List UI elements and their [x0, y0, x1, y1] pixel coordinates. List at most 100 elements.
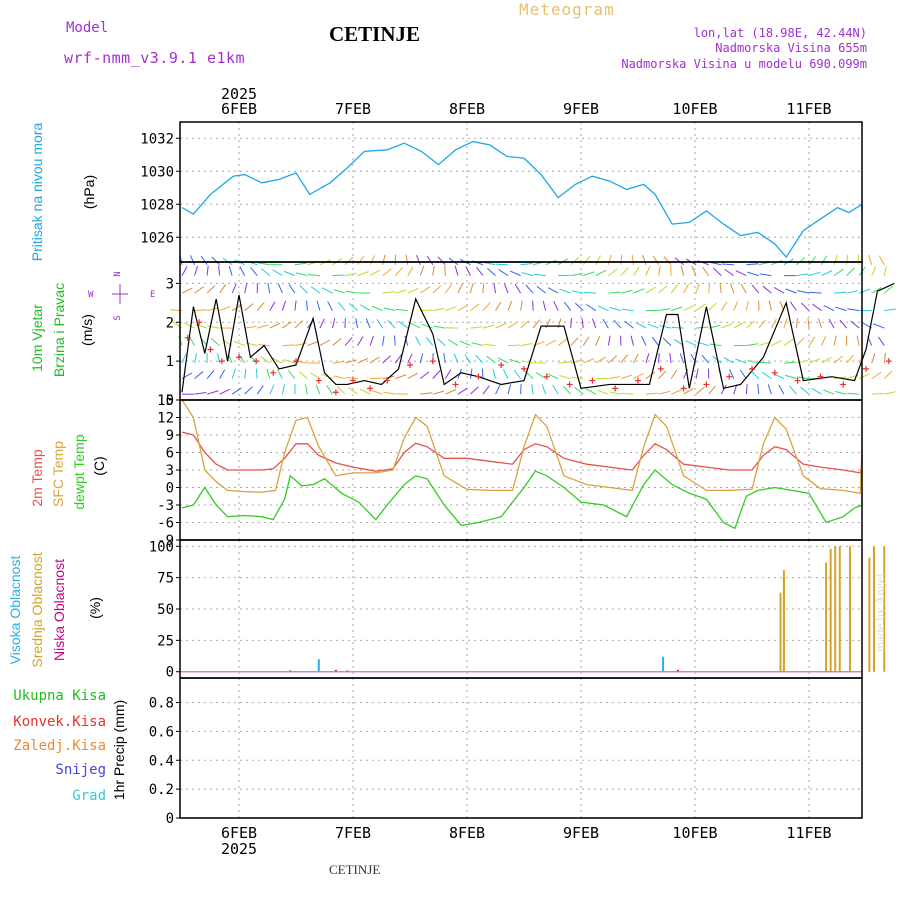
wind-barb: [344, 359, 357, 364]
wind-barb: [371, 305, 383, 312]
wind-barb: [658, 285, 668, 294]
wind-barb: [597, 305, 609, 312]
wind-barb: [574, 386, 584, 395]
wind-barb: [759, 273, 772, 277]
wind-barb: [708, 283, 711, 294]
wind-barb: [613, 319, 622, 329]
wind-barb: [773, 286, 785, 294]
wind-barb: [459, 340, 471, 347]
wind-barb: [444, 284, 453, 294]
wind-barb: [695, 283, 700, 294]
wind-barb: [332, 361, 345, 364]
wind-barb: [739, 369, 747, 379]
wind-barb: [525, 284, 534, 294]
wind-barb: [633, 266, 640, 276]
wind-barb: [533, 273, 546, 277]
panel-wind: [170, 254, 897, 396]
wind-barb: [421, 323, 433, 329]
wind-barb: [183, 322, 195, 329]
wind-barb: [783, 361, 796, 364]
precip-legend-item: Konvek.Kisa: [13, 714, 106, 730]
wind-barb: [713, 267, 722, 276]
wind-barb: [871, 392, 884, 395]
wind-barb: [645, 371, 656, 380]
wind-barb: [847, 308, 860, 312]
wind-barb: [635, 322, 647, 329]
wind-barb: [671, 326, 684, 329]
wind-barb: [294, 320, 304, 329]
wind-barb: [670, 284, 679, 294]
wind-barb: [807, 318, 810, 329]
wind-barb: [608, 291, 621, 294]
wind-barb: [533, 362, 546, 364]
wind-barb: [535, 372, 546, 380]
wind-barb: [846, 267, 855, 276]
wind-barb: [395, 289, 407, 294]
wind-barb: [607, 254, 612, 265]
wind-gust-marker: [350, 377, 356, 384]
wind-barb: [520, 342, 533, 347]
meteogram-label: Meteogram: [519, 0, 615, 19]
wind-barb: [771, 340, 782, 347]
wind-barb: [355, 318, 359, 329]
wind-barb: [520, 262, 533, 266]
wind-barb: [571, 376, 584, 380]
panel-temperature: [181, 399, 863, 530]
wind-barb: [647, 323, 659, 329]
wind-barb: [557, 338, 568, 346]
wind-barb: [858, 288, 871, 294]
wind-barb: [695, 368, 699, 379]
wind-barb: [492, 368, 496, 379]
wind-barb: [812, 303, 822, 312]
wind-barb: [255, 368, 258, 379]
wind-barb: [321, 287, 333, 294]
wind-barb: [365, 318, 371, 329]
wind-gust-marker: [680, 385, 687, 392]
wind-barb: [720, 301, 728, 311]
wind-barb: [659, 325, 672, 329]
wind-barb: [469, 368, 473, 379]
wind-barb: [482, 283, 484, 294]
compass-n: N: [113, 271, 123, 276]
wind-barb: [520, 384, 522, 395]
ytick-label: 1028: [140, 197, 174, 213]
wind-barb: [559, 288, 571, 294]
wind-barb: [796, 257, 806, 266]
wind-barb: [871, 266, 877, 276]
wind-barb: [559, 375, 571, 380]
wind-barb: [269, 322, 281, 329]
wind-barb: [785, 288, 797, 294]
wind-barb: [316, 300, 321, 311]
wind-barb: [873, 323, 885, 329]
panel-frame-pressure: [179, 121, 863, 263]
wind-barb: [443, 353, 446, 364]
wind-barb: [758, 341, 771, 347]
wind-barb: [709, 343, 722, 347]
wind-barb: [493, 283, 496, 294]
wind-barb: [282, 321, 292, 329]
wind-barb: [877, 336, 885, 346]
wind-barb: [244, 303, 254, 311]
wind-barb: [789, 385, 797, 395]
wind-barb: [483, 262, 496, 266]
wind-barb: [498, 269, 509, 277]
wind-barb: [181, 353, 187, 364]
wind-barb: [382, 335, 385, 346]
wind-barb: [834, 391, 847, 395]
date-label-top: 8FEB: [449, 100, 485, 118]
wind-barb: [394, 354, 402, 364]
wind-barb: [495, 384, 501, 395]
wind-barb: [761, 371, 772, 380]
wind-barb: [507, 300, 513, 311]
wind-barb: [433, 325, 446, 329]
wind-barb: [444, 265, 446, 276]
wind-barb: [357, 336, 364, 346]
ytick-label: 0: [166, 481, 174, 497]
wind-barb: [483, 343, 496, 347]
wind-barb: [509, 270, 521, 277]
cloud-mid-label: Srednja Oblacnost: [29, 552, 45, 667]
wind-barb: [271, 357, 283, 364]
wind-gust-marker: [703, 381, 710, 388]
wind-barb: [778, 384, 785, 395]
